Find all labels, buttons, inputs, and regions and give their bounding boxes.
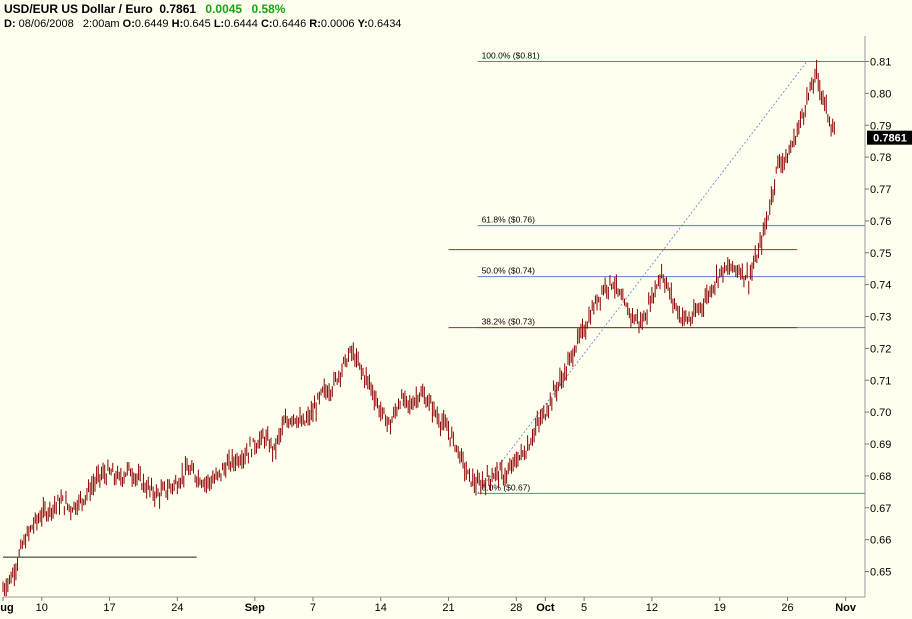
fib-label: 100.0% ($0.81) (482, 51, 540, 61)
y-tick-label: 0.68 (870, 471, 891, 483)
c-value: 0.6446 (272, 18, 307, 30)
y-tick-label: 0.71 (870, 375, 891, 387)
h-value: 0.645 (183, 18, 211, 30)
y-axis: 0.65 0.66 0.67 0.68 0.69 0.70 0.71 0.72 0.73 0.74… (865, 57, 891, 579)
x-tick-label: Oct (536, 602, 555, 614)
x-tick-label: 14 (375, 602, 387, 614)
y-tick-label: 0.70 (870, 407, 891, 419)
y-tick-label: 0.69 (870, 439, 891, 451)
o-label: O: (122, 18, 135, 30)
price-change-pct: 0.58% (251, 2, 286, 16)
x-tick-label: 17 (103, 602, 115, 614)
header-line-2: D: 08/06/2008 2:00am O:0.6449 H:0.645 L:… (4, 18, 401, 30)
x-tick-label: Aug (0, 602, 14, 614)
fib-label: 0.0% ($0.67) (482, 482, 531, 492)
price-bars (2, 59, 835, 597)
o-value: 0.6449 (134, 18, 169, 30)
c-label: C: (260, 18, 273, 30)
y-tick-label: 0.66 (870, 535, 891, 547)
time-value: 2:00am (82, 18, 120, 30)
plot-frame (3, 36, 866, 598)
last-price: 0.7861 (159, 2, 197, 16)
last-price-box (867, 130, 912, 145)
r-label: R: (309, 18, 321, 30)
x-tick-label: 26 (781, 602, 793, 614)
x-tick-label: 28 (510, 602, 522, 614)
x-tick-label: Sep (245, 602, 265, 614)
x-tick-label: 5 (581, 602, 587, 614)
fib-label: 50.0% ($0.74) (482, 266, 536, 276)
annotations: 100.0% ($0.81) 61.8% ($0.76) 50.0% ($0.74)… (3, 51, 865, 558)
x-tick-label: 10 (36, 602, 48, 614)
r-value: 0.0006 (320, 18, 355, 30)
x-tick-label: 24 (171, 602, 183, 614)
y-tick-label: 0.65 (870, 567, 891, 579)
y-tick-label: 0.79 (870, 120, 891, 132)
l-label: L: (213, 18, 225, 30)
fib-label: 38.2% ($0.73) (482, 317, 536, 327)
y-tick-label: 0.77 (870, 184, 891, 196)
y-tick-label: 0.78 (870, 152, 891, 164)
y-tick-label: 0.72 (870, 343, 891, 355)
fib-trendline (477, 61, 808, 494)
x-axis: Aug 10 17 24 Sep 7 14 21 28 Oct 5 12 19 26 Nov (0, 597, 857, 614)
chart-header: USD/EUR US Dollar / Euro 0.7861 0.0045 0… (0, 0, 912, 33)
x-tick-label: 7 (310, 602, 316, 614)
l-value: 0.6444 (224, 18, 258, 30)
price-change: 0.0045 (205, 2, 243, 16)
y-tick-label: 0.75 (870, 248, 891, 260)
d-label: D: (4, 18, 16, 30)
y-value: 0.6434 (367, 18, 402, 30)
h-label: H: (171, 18, 184, 30)
symbol-title: USD/EUR US Dollar / Euro (4, 2, 153, 16)
d-value: 08/06/2008 (18, 18, 74, 30)
y-tick-label: 0.80 (870, 88, 891, 100)
header-line-1: USD/EUR US Dollar / Euro 0.7861 0.0045 0… (4, 2, 285, 16)
y-tick-label: 0.76 (870, 216, 891, 228)
last-price-label: 0.7861 (873, 133, 907, 145)
y-tick-label: 0.81 (870, 57, 891, 69)
x-tick-label: Nov (835, 602, 857, 614)
y-tick-label: 0.73 (870, 312, 891, 324)
y-label: Y: (357, 18, 368, 30)
last-price-marker: 0.7861 (867, 130, 912, 145)
x-tick-label: 19 (714, 602, 726, 614)
x-tick-label: 21 (442, 602, 454, 614)
y-tick-label: 0.74 (870, 280, 891, 292)
x-tick-label: 12 (646, 602, 658, 614)
y-tick-label: 0.67 (870, 503, 891, 515)
fib-label: 61.8% ($0.76) (482, 215, 536, 225)
